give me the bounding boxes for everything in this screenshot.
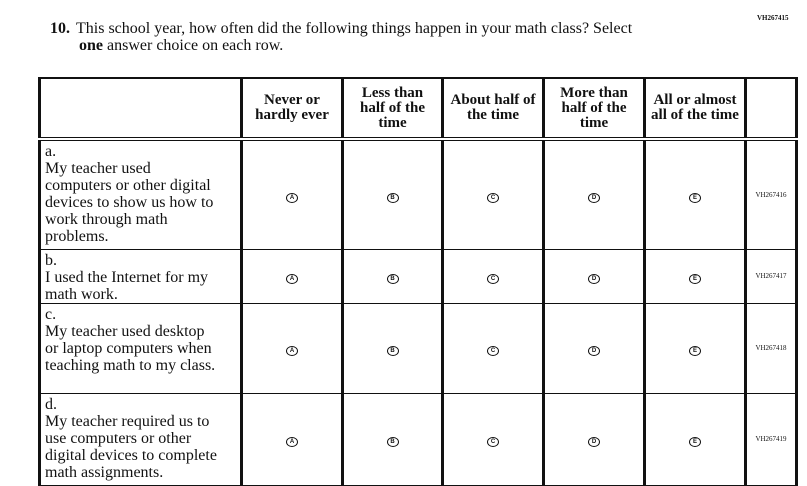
row-id: VH267416 <box>744 138 798 250</box>
row-letter: d. <box>45 395 57 413</box>
row-text: My teacher required us to use computers … <box>45 412 217 481</box>
column-header: All or almost all of the time <box>643 77 747 141</box>
row-label: a.My teacher used computers or other dig… <box>38 138 243 250</box>
answer-cell: C <box>441 248 545 304</box>
column-header: Never or hardly ever <box>240 77 344 141</box>
answer-bubble-c[interactable]: C <box>487 346 499 356</box>
answer-cell: E <box>643 392 747 486</box>
answer-cell: B <box>341 138 444 250</box>
answer-cell: E <box>643 138 747 250</box>
answer-bubble-d[interactable]: D <box>588 274 600 284</box>
answer-cell: E <box>643 302 747 394</box>
answer-bubble-d[interactable]: D <box>588 346 600 356</box>
answer-bubble-e[interactable]: E <box>689 192 701 203</box>
answer-bubble-a[interactable]: A <box>286 192 298 203</box>
row-label: b.I used the Internet for my math work. <box>38 248 243 304</box>
row-label: c.My teacher used desktop or laptop comp… <box>38 302 243 394</box>
answer-cell: D <box>542 302 646 394</box>
row-id: VH267419 <box>744 392 798 486</box>
answer-cell: A <box>240 248 344 304</box>
answer-bubble-c[interactable]: C <box>487 192 499 203</box>
answer-cell: E <box>643 248 747 304</box>
answer-cell: C <box>441 302 545 394</box>
answer-bubble-c[interactable]: C <box>487 274 499 284</box>
column-header: Less than half of the time <box>341 77 444 141</box>
question-text: 10. This school year, how often did the f… <box>50 20 740 54</box>
answer-cell: A <box>240 392 344 486</box>
column-header: About half of the time <box>441 77 545 141</box>
answer-bubble-a[interactable]: A <box>286 346 298 356</box>
row-letter: b. <box>45 251 57 269</box>
header-blank <box>38 77 243 141</box>
table-row: d.My teacher required us to use computer… <box>38 392 798 486</box>
answer-cell: C <box>441 392 545 486</box>
answer-bubble-b[interactable]: B <box>386 346 399 356</box>
question-line2: answer choice on each row. <box>103 37 284 54</box>
column-header: More than half of the time <box>542 77 646 141</box>
row-text: My teacher used computers or other digit… <box>45 160 214 245</box>
answer-cell: D <box>542 138 646 250</box>
table-row: c.My teacher used desktop or laptop comp… <box>38 302 798 394</box>
answer-bubble-b[interactable]: B <box>386 192 399 203</box>
answer-cell: B <box>341 302 444 394</box>
question-id: VH267415 <box>757 14 789 22</box>
answer-bubble-d[interactable]: D <box>588 192 600 203</box>
answer-bubble-a[interactable]: A <box>286 437 298 447</box>
answer-bubble-e[interactable]: E <box>689 274 701 284</box>
answer-bubble-b[interactable]: B <box>386 274 399 284</box>
table-row: a.My teacher used computers or other dig… <box>38 138 798 250</box>
answer-bubble-b[interactable]: B <box>386 437 399 447</box>
header-id-blank <box>744 77 798 141</box>
row-text: I used the Internet for my math work. <box>45 268 209 303</box>
row-letter: a. <box>45 143 57 160</box>
row-text: My teacher used desktop or laptop comput… <box>45 322 216 374</box>
answer-bubble-a[interactable]: A <box>286 274 298 284</box>
answer-cell: C <box>441 138 545 250</box>
answer-cell: A <box>240 302 344 394</box>
answer-bubble-e[interactable]: E <box>689 346 701 356</box>
answer-cell: D <box>542 392 646 486</box>
row-label: d.My teacher required us to use computer… <box>38 392 243 486</box>
question-line1: This school year, how often did the foll… <box>76 20 633 37</box>
table-row: b.I used the Internet for my math work. A… <box>38 248 798 304</box>
answer-cell: B <box>341 392 444 486</box>
answer-cell: B <box>341 248 444 304</box>
answer-cell: D <box>542 248 646 304</box>
response-grid: Never or hardly ever Less than half of th… <box>38 77 798 486</box>
question-number: 10. <box>50 20 70 37</box>
answer-bubble-c[interactable]: C <box>487 437 499 447</box>
answer-bubble-e[interactable]: E <box>689 437 701 447</box>
answer-cell: A <box>240 138 344 250</box>
row-letter: c. <box>45 305 57 323</box>
row-id: VH267417 <box>744 248 798 304</box>
answer-bubble-d[interactable]: D <box>588 437 600 447</box>
row-id: VH267418 <box>744 302 798 394</box>
question-emphasis: one <box>79 37 103 54</box>
